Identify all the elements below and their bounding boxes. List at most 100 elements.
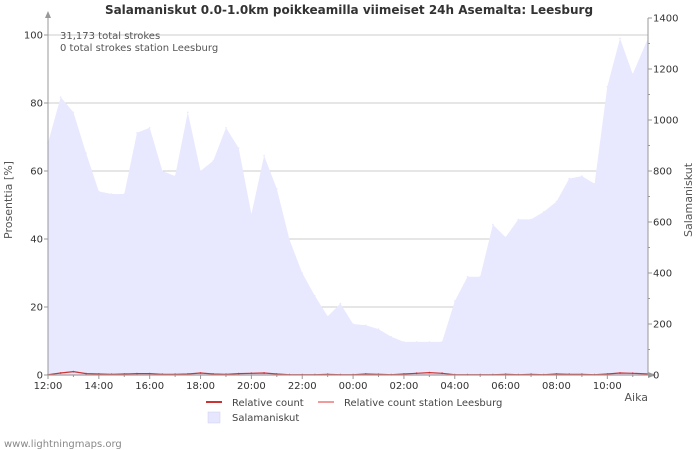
relative-count-point bbox=[85, 372, 87, 375]
relative-count-point bbox=[199, 372, 202, 374]
salamaniskut-point bbox=[136, 132, 138, 134]
salamaniskut-point bbox=[441, 341, 443, 343]
right-tick-label: 0 bbox=[653, 371, 659, 382]
x-tick-label: 08:00 bbox=[542, 381, 571, 392]
relative-count-point bbox=[619, 372, 621, 374]
salamaniskut-point bbox=[314, 295, 316, 297]
salamaniskut-point bbox=[59, 96, 62, 98]
salamaniskut-point bbox=[326, 315, 329, 318]
left-tick-label: 60 bbox=[30, 167, 43, 178]
salamaniskut-point bbox=[72, 111, 75, 114]
relative-count-point bbox=[72, 370, 75, 373]
x-tick-label: 10:00 bbox=[593, 381, 622, 392]
x-tick-label: 20:00 bbox=[237, 381, 266, 392]
salamaniskut-point bbox=[187, 111, 189, 114]
salamaniskut-point bbox=[555, 200, 558, 203]
area-layer bbox=[47, 37, 649, 376]
salamaniskut-point bbox=[148, 126, 151, 129]
x-tick-label: 06:00 bbox=[491, 381, 520, 392]
x-tick-label: 18:00 bbox=[186, 381, 215, 392]
salamaniskut-point bbox=[212, 160, 215, 162]
salamaniskut-point bbox=[161, 170, 164, 172]
right-tick-label: 200 bbox=[653, 320, 672, 331]
salamaniskut-point bbox=[276, 188, 278, 190]
salamaniskut-point bbox=[403, 341, 405, 343]
relative-count-point bbox=[59, 372, 62, 374]
legend-swatch-salamaniskut bbox=[207, 411, 221, 424]
footer-credit: www.lightningmaps.org bbox=[4, 439, 122, 450]
right-tick-label: 1400 bbox=[653, 14, 678, 25]
relative-count-point bbox=[441, 372, 443, 375]
salamaniskut-point bbox=[199, 170, 202, 172]
left-tick-label: 40 bbox=[30, 235, 43, 246]
x-tick-label: 22:00 bbox=[288, 381, 317, 392]
x-tick-label: 14:00 bbox=[84, 381, 113, 392]
salamaniskut-point bbox=[504, 236, 507, 239]
salamaniskut-point bbox=[98, 190, 100, 193]
y-axis-arrow bbox=[45, 11, 51, 18]
legend-label-salamaniskut: Salamaniskut bbox=[232, 413, 299, 424]
relative-count-point bbox=[263, 372, 265, 374]
right-tick-label: 800 bbox=[653, 167, 672, 178]
right-tick-label: 400 bbox=[653, 269, 672, 280]
right-tick-label: 1200 bbox=[653, 65, 678, 76]
left-tick-label: 80 bbox=[30, 99, 43, 110]
x-tick-label: 12:00 bbox=[34, 381, 63, 392]
salamaniskut-point bbox=[543, 211, 545, 213]
annotation-station-strokes: 0 total strokes station Leesburg bbox=[60, 43, 218, 54]
salamaniskut-point bbox=[606, 86, 609, 88]
annotation-total-strokes: 31,173 total strokes bbox=[60, 31, 160, 42]
salamaniskut-point bbox=[517, 218, 520, 221]
salamaniskut-point bbox=[415, 341, 418, 343]
salamaniskut-point bbox=[174, 175, 176, 177]
right-tick-label: 600 bbox=[653, 218, 672, 229]
salamaniskut-point bbox=[110, 193, 113, 195]
legend-label-relative-count: Relative count bbox=[232, 398, 304, 409]
salamaniskut-point bbox=[454, 300, 456, 302]
relative-count-point bbox=[415, 372, 418, 375]
x-axis-label: Aika bbox=[625, 391, 649, 404]
salamaniskut-point bbox=[250, 213, 253, 216]
relative-count-point bbox=[237, 372, 240, 375]
salamaniskut-point bbox=[390, 336, 393, 338]
salamaniskut-point bbox=[237, 147, 240, 149]
relative-count-point bbox=[148, 372, 151, 375]
legend-label-relative-count-station: Relative count station Leesburg bbox=[344, 398, 502, 409]
left-tick-label: 0 bbox=[37, 371, 43, 382]
salamaniskut-point bbox=[428, 341, 431, 343]
legend: Relative count Relative count station Le… bbox=[206, 398, 502, 424]
salamaniskut-point bbox=[479, 276, 482, 278]
series-area-salamaniskut bbox=[48, 38, 648, 376]
salamaniskut-point bbox=[123, 193, 126, 195]
salamaniskut-point bbox=[530, 218, 532, 221]
x-tick-label: 02:00 bbox=[390, 381, 419, 392]
relative-count-point bbox=[136, 372, 138, 375]
salamaniskut-point bbox=[339, 302, 342, 305]
x-tick-label: 16:00 bbox=[135, 381, 164, 392]
relative-count-point bbox=[428, 371, 431, 374]
salamaniskut-point bbox=[581, 175, 583, 177]
y-axis-label-right: Salamaniskut bbox=[682, 162, 695, 237]
salamaniskut-point bbox=[619, 37, 621, 40]
salamaniskut-point bbox=[492, 223, 494, 226]
salamaniskut-point bbox=[85, 152, 87, 154]
salamaniskut-point bbox=[466, 276, 469, 278]
salamaniskut-point bbox=[593, 183, 596, 185]
relative-count-point bbox=[250, 372, 253, 375]
salamaniskut-point bbox=[263, 154, 265, 157]
right-tick-label: 1000 bbox=[653, 116, 678, 127]
salamaniskut-point bbox=[631, 73, 634, 75]
left-tick-label: 100 bbox=[24, 31, 43, 42]
tick-labels: 020406080100020040060080010001200140012:… bbox=[24, 14, 679, 393]
left-tick-label: 20 bbox=[30, 303, 43, 314]
salamaniskut-point bbox=[377, 328, 380, 330]
relative-count-point bbox=[631, 372, 634, 375]
salamaniskut-point bbox=[288, 239, 291, 241]
chart-title: Salamaniskut 0.0-1.0km poikkeamilla viim… bbox=[105, 3, 593, 17]
salamaniskut-point bbox=[568, 177, 570, 180]
salamaniskut-point bbox=[225, 126, 227, 129]
y-axis-label-left: Prosenttia [%] bbox=[2, 161, 15, 239]
salamaniskut-point bbox=[365, 324, 367, 327]
